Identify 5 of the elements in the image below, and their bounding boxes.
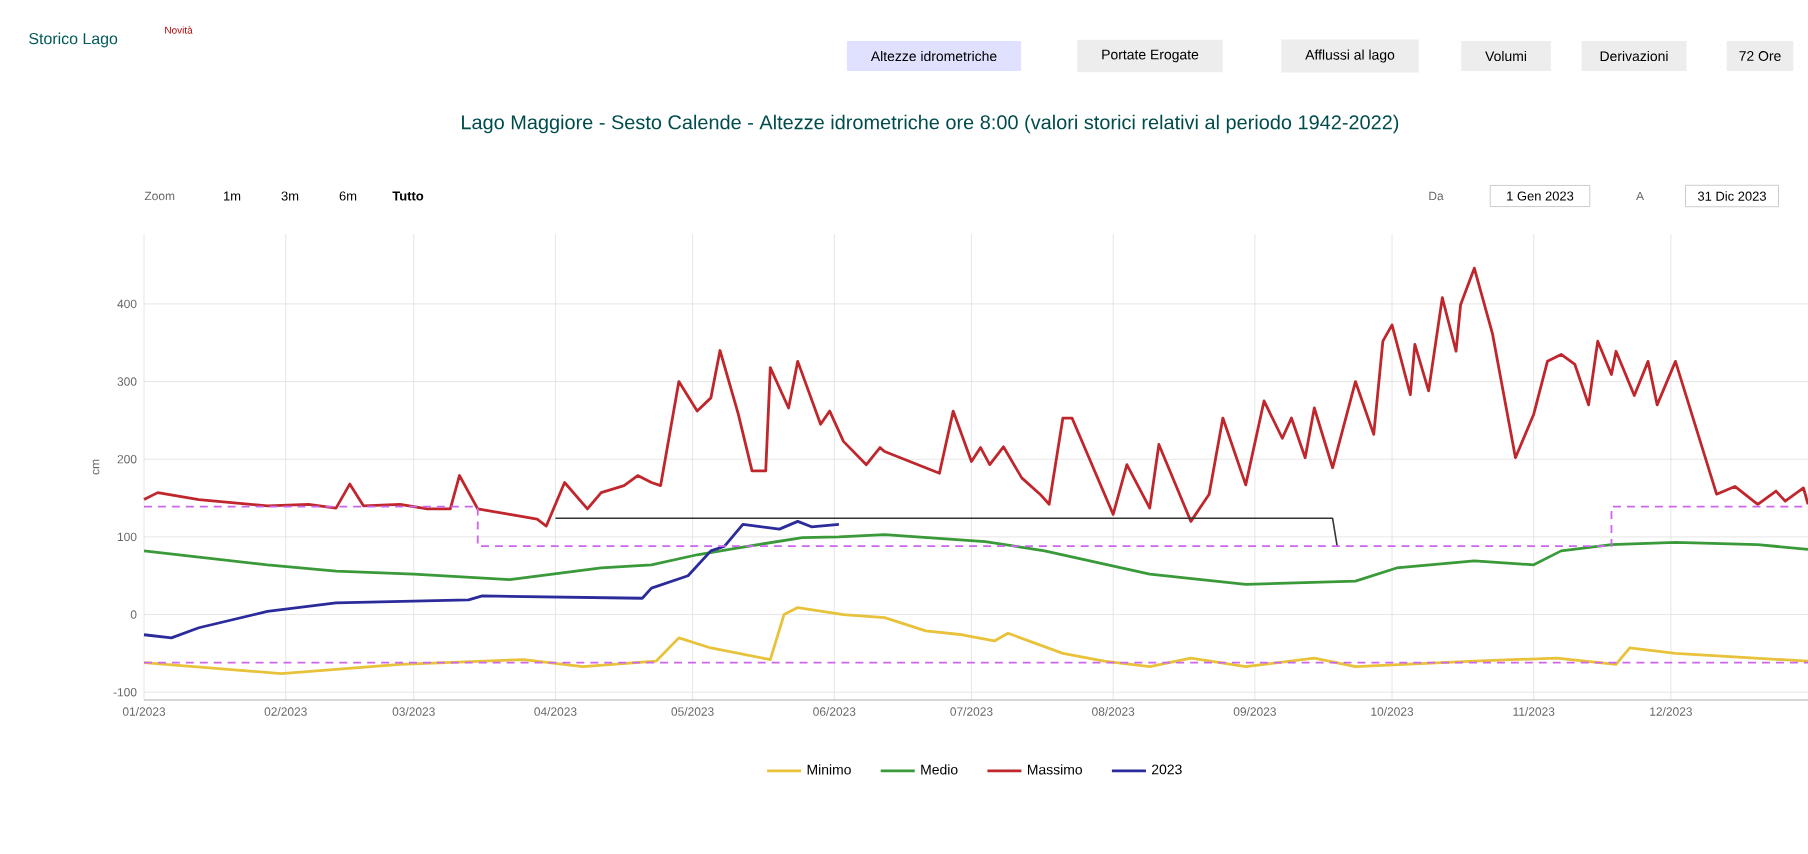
chart-title: Lago Maggiore - Sesto Calende - Altezze idrometriche ore 8:00 (valori storici relativi al periodo 1942-2022) xyxy=(462,114,1399,134)
line-series xyxy=(142,519,841,640)
line-series xyxy=(142,533,1808,586)
line-series xyxy=(142,266,1808,528)
line-series xyxy=(142,606,1808,675)
